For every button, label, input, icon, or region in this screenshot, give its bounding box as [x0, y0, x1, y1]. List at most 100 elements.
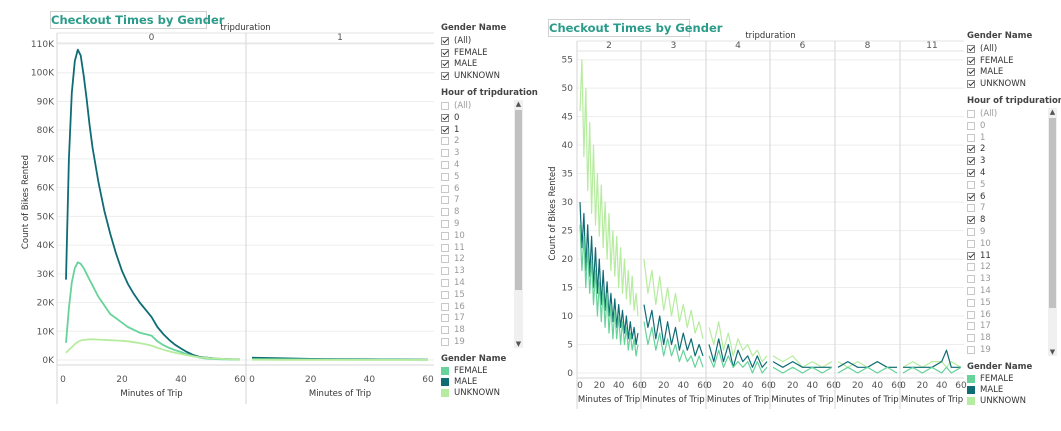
checkbox[interactable]	[441, 48, 449, 57]
scroll-up-icon[interactable]: ▲	[515, 100, 522, 109]
checkbox[interactable]	[967, 204, 975, 213]
checkbox[interactable]	[441, 302, 449, 311]
hour-filter-option[interactable]: 12	[441, 254, 523, 266]
checkbox[interactable]	[967, 346, 975, 355]
checkbox[interactable]	[967, 216, 975, 225]
hour-filter-option[interactable]: 9	[441, 218, 523, 230]
checkbox[interactable]	[441, 60, 449, 69]
checkbox[interactable]	[441, 125, 449, 134]
hour-filter-option[interactable]: 12	[967, 262, 1057, 274]
checkbox[interactable]	[967, 121, 975, 130]
hour-filter-option[interactable]: 7	[967, 203, 1057, 215]
gender-filter-option[interactable]: MALE	[967, 67, 1057, 79]
hour-filter-option[interactable]: 8	[967, 214, 1057, 226]
checkbox[interactable]	[441, 149, 449, 158]
checkbox[interactable]	[967, 228, 975, 237]
hour-filter-option[interactable]: 0	[441, 112, 523, 124]
hour-filter-option[interactable]: 5	[967, 179, 1057, 191]
legend-item[interactable]: FEMALE	[967, 374, 1057, 385]
checkbox[interactable]	[441, 196, 449, 205]
hour-filter-option[interactable]: 10	[967, 238, 1057, 250]
hour-filter-option[interactable]: 19	[967, 344, 1057, 356]
hour-filter-option[interactable]: 13	[967, 273, 1057, 285]
checkbox[interactable]	[441, 243, 449, 252]
hour-filter-scrollbar[interactable]: ▲ ▼	[1048, 108, 1057, 356]
hour-filter-option[interactable]: 13	[441, 265, 523, 277]
checkbox[interactable]	[967, 192, 975, 201]
checkbox[interactable]	[967, 334, 975, 343]
checkbox[interactable]	[441, 290, 449, 299]
checkbox[interactable]	[441, 220, 449, 229]
checkbox[interactable]	[967, 239, 975, 248]
gender-filter-option[interactable]: FEMALE	[441, 47, 523, 59]
hour-filter-option[interactable]: 0	[967, 120, 1057, 132]
checkbox[interactable]	[441, 338, 449, 347]
checkbox[interactable]	[441, 255, 449, 264]
hour-filter-option[interactable]: 6	[967, 191, 1057, 203]
hour-filter-option[interactable]: 1	[967, 132, 1057, 144]
hour-filter-option[interactable]: 7	[441, 195, 523, 207]
hour-filter-option[interactable]: 14	[967, 285, 1057, 297]
checkbox[interactable]	[441, 184, 449, 193]
checkbox[interactable]	[441, 36, 449, 45]
hour-filter-option[interactable]: 14	[441, 277, 523, 289]
hour-filter-option[interactable]: 8	[441, 206, 523, 218]
hour-filter-option[interactable]: 17	[967, 321, 1057, 333]
checkbox[interactable]	[441, 72, 449, 81]
checkbox[interactable]	[441, 161, 449, 170]
checkbox[interactable]	[967, 80, 975, 89]
gender-filter-option[interactable]: UNKNOWN	[967, 78, 1057, 90]
gender-filter-option[interactable]: (All)	[441, 35, 523, 47]
checkbox[interactable]	[441, 326, 449, 335]
hour-filter-option[interactable]: (All)	[967, 108, 1057, 120]
hour-filter-option[interactable]: 1	[441, 124, 523, 136]
hour-filter-option[interactable]: 6	[441, 183, 523, 195]
scroll-thumb[interactable]	[515, 110, 522, 291]
hour-filter-option[interactable]: 18	[441, 324, 523, 336]
checkbox[interactable]	[441, 231, 449, 240]
hour-filter-option[interactable]: 4	[441, 159, 523, 171]
hour-filter-option[interactable]: 3	[441, 147, 523, 159]
hour-filter-option[interactable]: 15	[967, 297, 1057, 309]
hour-filter-option[interactable]: 10	[441, 230, 523, 242]
checkbox[interactable]	[967, 145, 975, 154]
checkbox[interactable]	[441, 314, 449, 323]
hour-filter-option[interactable]: 19	[441, 336, 523, 348]
gender-filter-option[interactable]: (All)	[967, 43, 1057, 55]
checkbox[interactable]	[441, 267, 449, 276]
checkbox[interactable]	[441, 102, 449, 111]
checkbox[interactable]	[441, 208, 449, 217]
legend-item[interactable]: MALE	[967, 385, 1057, 396]
checkbox[interactable]	[967, 322, 975, 331]
hour-filter-option[interactable]: 11	[967, 250, 1057, 262]
scroll-up-icon[interactable]: ▲	[1049, 108, 1056, 117]
hour-filter-option[interactable]: 9	[967, 226, 1057, 238]
gender-filter-option[interactable]: MALE	[441, 59, 523, 71]
checkbox[interactable]	[441, 172, 449, 181]
hour-filter-scrollbar[interactable]: ▲ ▼	[514, 100, 523, 348]
checkbox[interactable]	[967, 275, 975, 284]
hour-filter-option[interactable]: 17	[441, 313, 523, 325]
hour-filter-option[interactable]: 3	[967, 155, 1057, 167]
checkbox[interactable]	[967, 133, 975, 142]
checkbox[interactable]	[441, 137, 449, 146]
hour-filter-option[interactable]: 18	[967, 332, 1057, 344]
hour-filter-option[interactable]: 4	[967, 167, 1057, 179]
legend-item[interactable]: FEMALE	[441, 366, 523, 377]
checkbox[interactable]	[967, 169, 975, 178]
checkbox[interactable]	[967, 180, 975, 189]
hour-filter-option[interactable]: 15	[441, 289, 523, 301]
legend-item[interactable]: MALE	[441, 377, 523, 388]
checkbox[interactable]	[441, 279, 449, 288]
hour-filter-option[interactable]: 2	[967, 144, 1057, 156]
legend-item[interactable]: UNKNOWN	[967, 396, 1057, 407]
checkbox[interactable]	[441, 113, 449, 122]
gender-filter-option[interactable]: UNKNOWN	[441, 70, 523, 82]
hour-filter-option[interactable]: 2	[441, 136, 523, 148]
checkbox[interactable]	[967, 110, 975, 119]
hour-filter-option[interactable]: 16	[441, 301, 523, 313]
legend-item[interactable]: UNKNOWN	[441, 388, 523, 399]
checkbox[interactable]	[967, 56, 975, 65]
hour-filter-option[interactable]: 16	[967, 309, 1057, 321]
scroll-down-icon[interactable]: ▼	[515, 339, 522, 348]
